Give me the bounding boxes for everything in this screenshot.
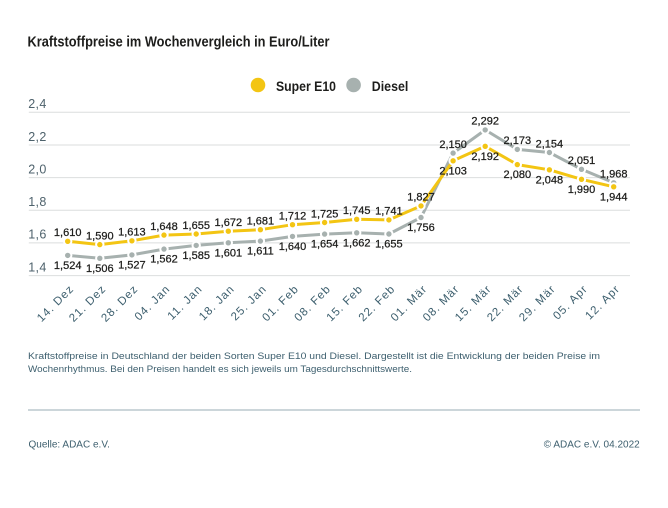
svg-text:Kraftstoffpreise im Wochenverg: Kraftstoffpreise im Wochenvergleich in E…	[28, 34, 330, 51]
svg-text:1,725: 1,725	[311, 208, 339, 220]
svg-text:2,0: 2,0	[28, 162, 46, 176]
svg-text:1,712: 1,712	[279, 211, 307, 223]
svg-text:1,585: 1,585	[182, 250, 210, 262]
svg-text:Diesel: Diesel	[372, 78, 409, 94]
svg-text:2,103: 2,103	[439, 165, 467, 177]
svg-text:2,051: 2,051	[568, 155, 596, 167]
svg-text:Wochenrhythmus. Bei den Preise: Wochenrhythmus. Bei den Preisen handelt …	[28, 364, 412, 374]
svg-text:1,655: 1,655	[182, 220, 210, 232]
svg-text:2,150: 2,150	[439, 139, 467, 151]
svg-text:04. Jan: 04. Jan	[133, 283, 173, 323]
svg-text:1,968: 1,968	[600, 169, 628, 181]
svg-text:1,611: 1,611	[247, 246, 274, 258]
svg-text:1,601: 1,601	[215, 247, 243, 259]
svg-text:1,527: 1,527	[118, 259, 146, 271]
svg-text:12. Apr: 12. Apr	[583, 283, 622, 322]
svg-text:1,8: 1,8	[28, 195, 46, 209]
svg-text:1,990: 1,990	[568, 184, 596, 196]
svg-text:1,662: 1,662	[343, 237, 371, 249]
svg-text:2,192: 2,192	[471, 151, 499, 163]
svg-text:1,741: 1,741	[375, 206, 403, 218]
svg-text:1,655: 1,655	[375, 239, 403, 251]
svg-text:© ADAC e.V. 04.2022: © ADAC e.V. 04.2022	[544, 440, 640, 451]
svg-text:1,4: 1,4	[28, 260, 46, 274]
svg-text:1,562: 1,562	[150, 254, 178, 266]
svg-text:1,613: 1,613	[118, 227, 146, 239]
svg-text:1,745: 1,745	[343, 205, 371, 217]
svg-text:1,524: 1,524	[54, 260, 82, 272]
svg-text:1,640: 1,640	[279, 241, 307, 253]
svg-text:2,4: 2,4	[28, 97, 46, 111]
svg-text:Kraftstoffpreise in Deutschlan: Kraftstoffpreise in Deutschland der beid…	[28, 351, 600, 361]
svg-text:2,080: 2,080	[504, 169, 532, 181]
svg-text:05. Apr: 05. Apr	[551, 283, 590, 322]
svg-text:Quelle: ADAC e.V.: Quelle: ADAC e.V.	[29, 440, 110, 451]
svg-text:1,590: 1,590	[86, 230, 114, 242]
svg-text:2,154: 2,154	[536, 138, 564, 150]
svg-text:1,648: 1,648	[150, 221, 178, 233]
svg-text:1,6: 1,6	[28, 228, 46, 242]
svg-text:1,756: 1,756	[407, 222, 435, 234]
svg-text:2,048: 2,048	[536, 174, 564, 186]
svg-text:2,292: 2,292	[471, 116, 499, 128]
svg-text:Super E10: Super E10	[276, 78, 336, 94]
svg-text:1,827: 1,827	[407, 192, 435, 204]
svg-text:2,2: 2,2	[28, 130, 46, 144]
svg-text:1,506: 1,506	[86, 263, 114, 275]
svg-text:1,610: 1,610	[54, 227, 82, 239]
svg-text:1,681: 1,681	[247, 216, 275, 228]
svg-text:1,654: 1,654	[311, 239, 339, 251]
svg-text:1,944: 1,944	[600, 191, 628, 203]
svg-text:2,173: 2,173	[504, 135, 532, 147]
svg-text:1,672: 1,672	[215, 217, 243, 229]
